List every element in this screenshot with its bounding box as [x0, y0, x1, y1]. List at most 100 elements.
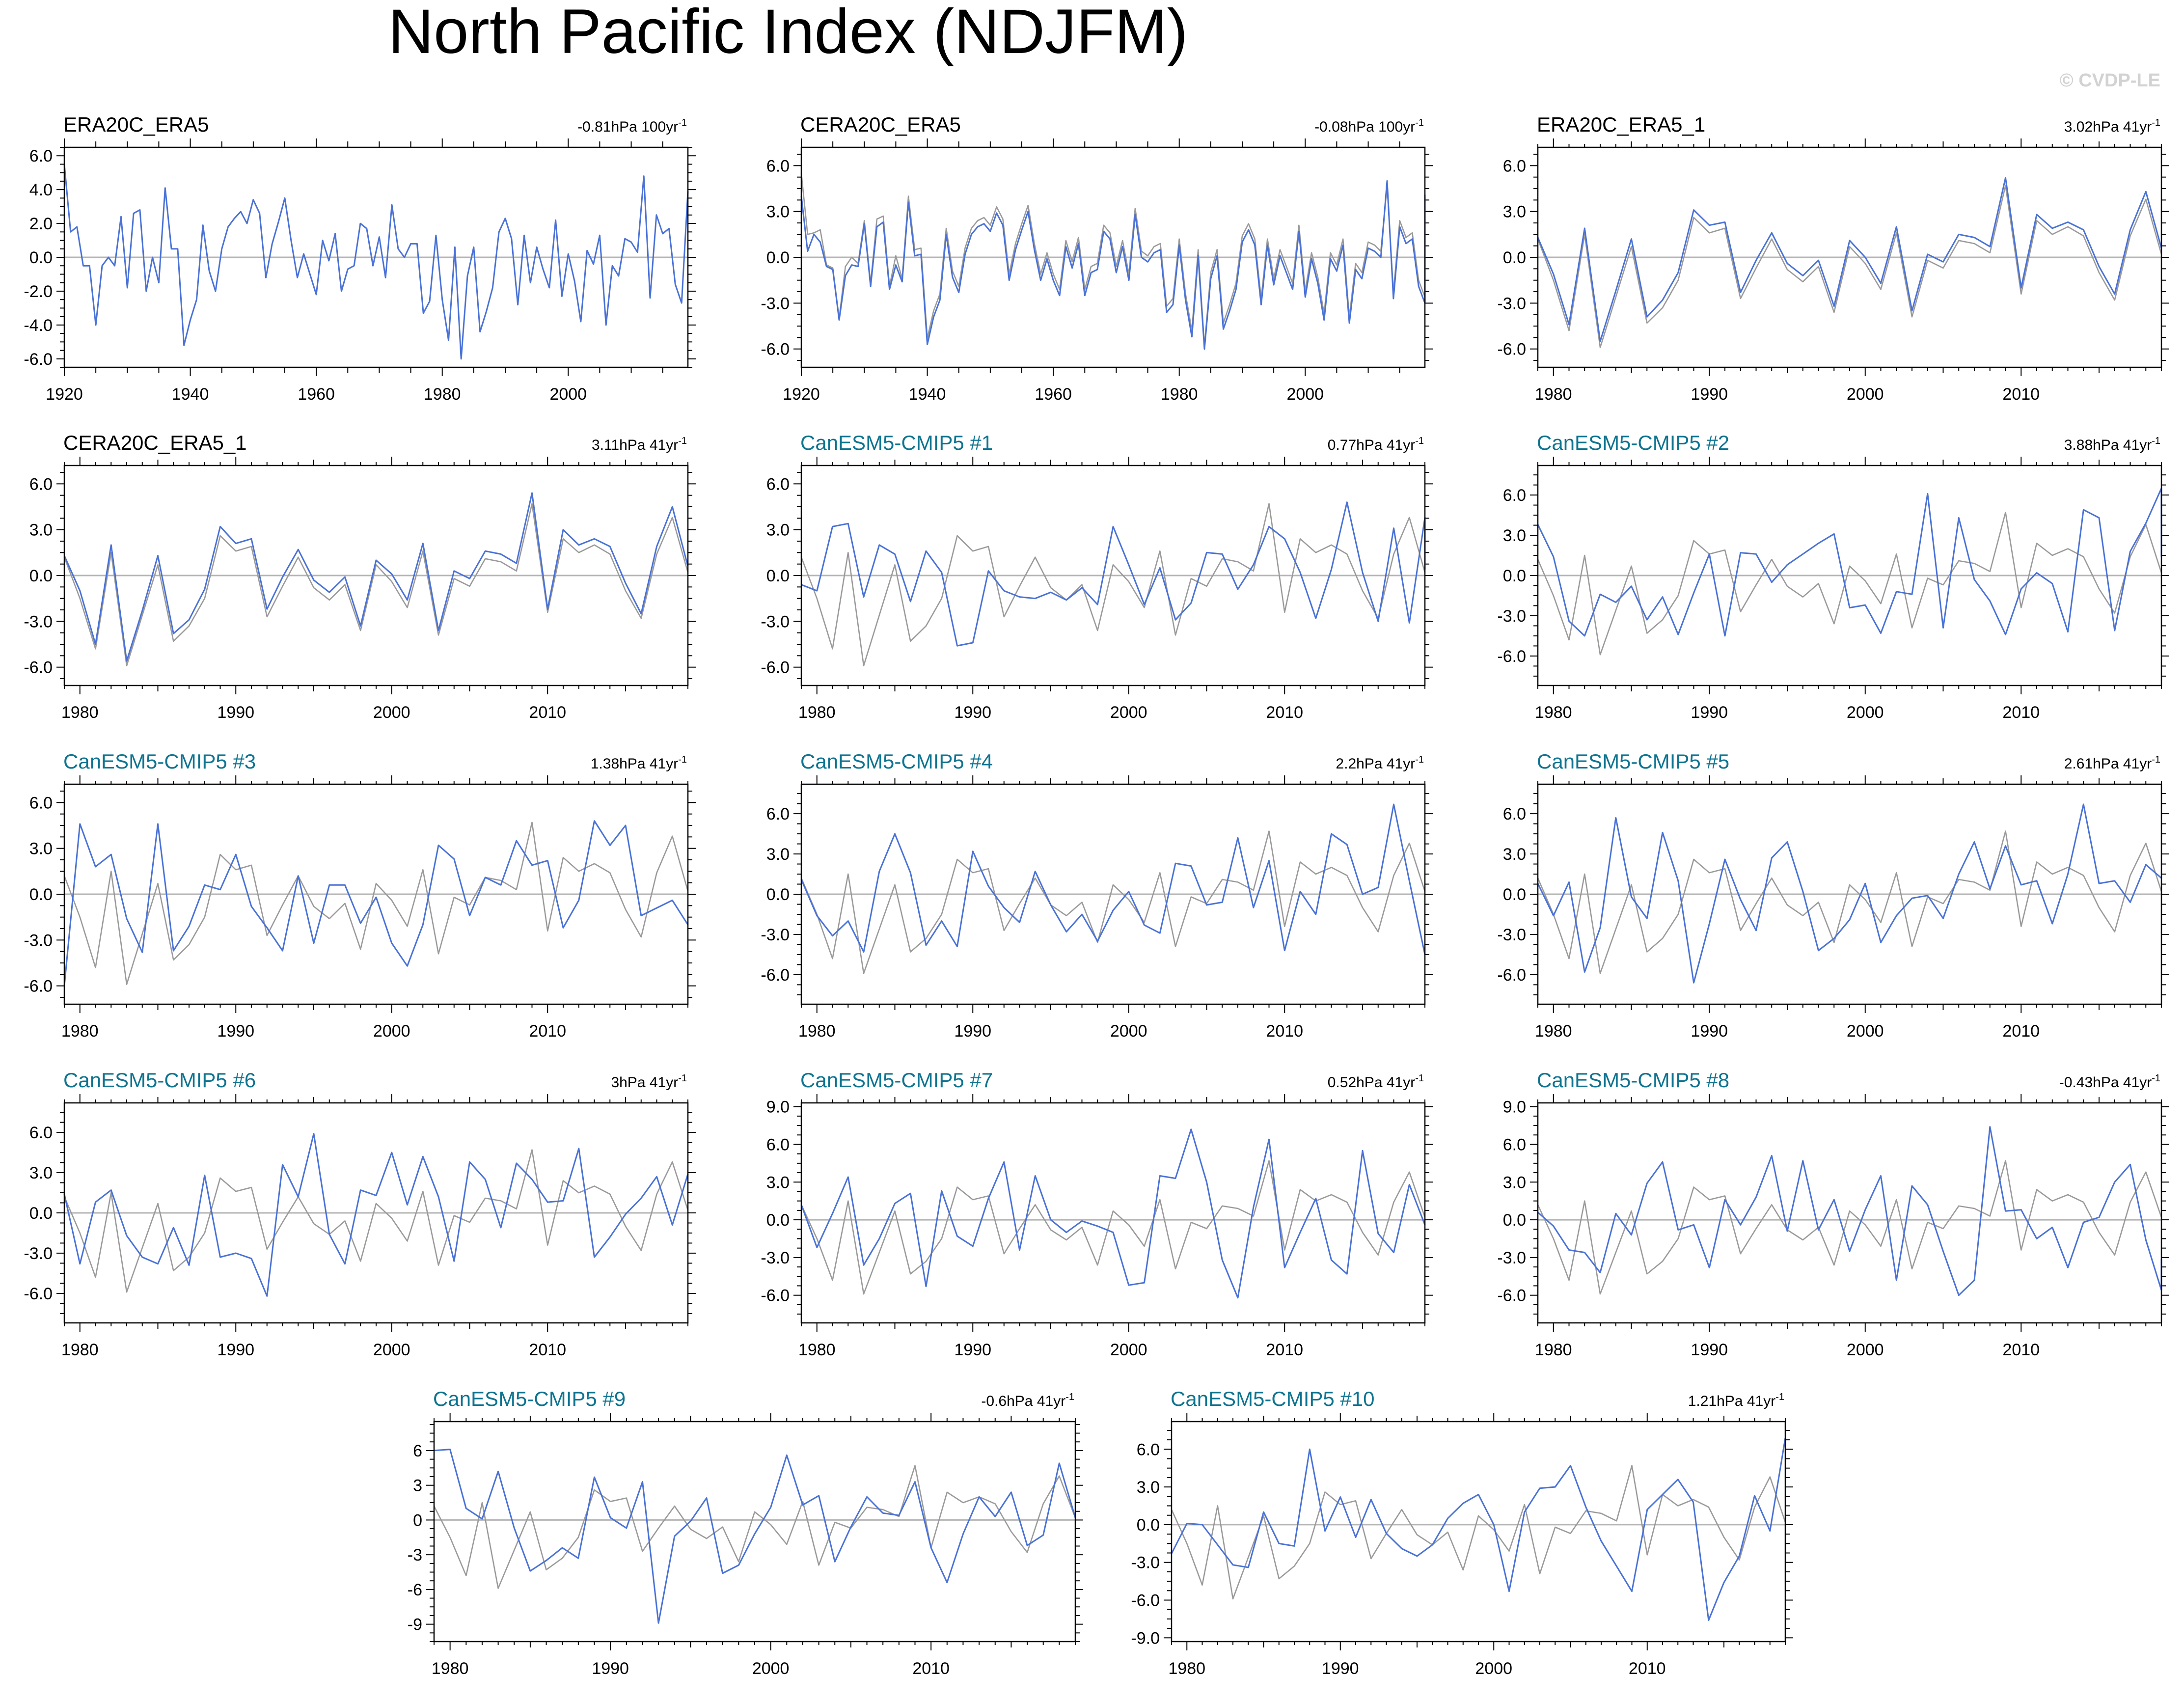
y-tick-label: 3.0 — [1503, 845, 1526, 864]
panel-11: CanESM5-CMIP5 #7 0.52hPa 41yr-1 -6.0 -3.0 0.… — [761, 1069, 1433, 1359]
x-tick-label: 1990 — [1691, 385, 1728, 404]
x-tick-label: 2010 — [2002, 703, 2040, 722]
y-tick-label: 6.0 — [29, 794, 53, 812]
watermark: © CVDP-LE — [2060, 70, 2160, 91]
y-tick-label: -3.0 — [1497, 926, 1526, 944]
x-tick-label: 2010 — [529, 1341, 566, 1359]
y-tick-label: 3.0 — [29, 840, 53, 858]
plot-frame — [800, 1102, 1426, 1324]
y-tick-label: 0.0 — [1503, 567, 1526, 585]
x-tick-label: 1960 — [298, 385, 335, 404]
y-tick-label: 0.0 — [1503, 885, 1526, 904]
trend-exponent: -1 — [2152, 436, 2160, 446]
trend-label: -0.81hPa 100yr-1 — [577, 117, 687, 135]
model-series-line-13-1 — [434, 1449, 1076, 1624]
trend-exponent: -1 — [1415, 117, 1424, 128]
x-tick-label: 1990 — [1691, 1341, 1728, 1359]
x-tick-label: 2010 — [2002, 385, 2040, 404]
trend-label: 2.2hPa 41yr-1 — [1336, 754, 1424, 772]
y-tick-label: 0.0 — [1137, 1516, 1160, 1535]
plot-frame — [1537, 783, 2162, 1005]
obs-series-line-7-0 — [63, 822, 689, 985]
x-tick-label: 1980 — [798, 703, 836, 722]
model-series-line-5-1 — [801, 501, 1426, 647]
y-tick-label: 0.0 — [766, 885, 790, 904]
trend-exponent: -1 — [2152, 754, 2160, 765]
y-tick-label: -3.0 — [761, 294, 790, 313]
plot-frame — [63, 146, 689, 368]
plot-frame — [1171, 1421, 1786, 1643]
plot-frame — [433, 1421, 1076, 1643]
y-tick-label: 3.0 — [766, 845, 790, 864]
x-tick-label: 2000 — [373, 1341, 410, 1359]
x-tick-label: 1940 — [909, 385, 946, 404]
x-tick-label: 2010 — [912, 1659, 950, 1678]
trend-exponent: -1 — [1415, 754, 1424, 765]
x-tick-label: 1980 — [432, 1659, 469, 1678]
y-tick-label: 6.0 — [766, 805, 790, 823]
panel-title: CanESM5-CMIP5 #4 — [800, 750, 993, 773]
y-tick-label: -6.0 — [761, 340, 790, 359]
y-tick-label: -9 — [408, 1616, 422, 1634]
model-series-line-14-1 — [1171, 1438, 1786, 1621]
y-tick-label: 0.0 — [29, 1204, 53, 1223]
x-tick-label: 2010 — [1629, 1659, 1666, 1678]
y-tick-label: 9.0 — [766, 1098, 790, 1117]
trend-value: 0.52hPa 41yr — [1328, 1074, 1415, 1091]
x-tick-label: 1990 — [1691, 1022, 1728, 1041]
x-tick-label: 1980 — [424, 385, 461, 404]
plot-frame — [63, 465, 689, 686]
trend-value: 1.21hPa 41yr — [1688, 1393, 1775, 1409]
model-series-line-6-1 — [1537, 487, 2162, 637]
x-tick-label: 2010 — [1266, 1022, 1303, 1041]
y-tick-label: 3.0 — [766, 521, 790, 540]
y-tick-label: 6.0 — [29, 1124, 53, 1142]
panel-title: CanESM5-CMIP5 #2 — [1537, 431, 1729, 454]
y-tick-label: -3.0 — [24, 612, 53, 631]
y-tick-label: -6.0 — [1497, 966, 1526, 985]
panel-title: CanESM5-CMIP5 #10 — [1171, 1387, 1375, 1410]
panel-7: CanESM5-CMIP5 #3 1.38hPa 41yr-1 -6.0 -3.0 0.… — [24, 750, 696, 1041]
y-tick-label: 3 — [413, 1477, 422, 1495]
model-series-line-9-1 — [1537, 803, 2162, 984]
panel-6: CanESM5-CMIP5 #2 3.88hPa 41yr-1 -6.0 -3.0 0.… — [1497, 431, 2169, 722]
y-tick-label: 0.0 — [1503, 248, 1526, 267]
panel-title: CanESM5-CMIP5 #6 — [63, 1069, 256, 1092]
x-tick-label: 2010 — [529, 1022, 566, 1041]
y-tick-label: 3.0 — [29, 521, 53, 540]
obs-series-line-8-0 — [800, 830, 1426, 974]
y-tick-label: -6.0 — [24, 977, 53, 996]
panel-8: CanESM5-CMIP5 #4 2.2hPa 41yr-1 -6.0 -3.0 0.0… — [761, 750, 1433, 1041]
x-tick-label: 2000 — [1847, 385, 1884, 404]
y-tick-label: -2.0 — [24, 282, 53, 301]
plot-frame — [63, 783, 689, 1005]
x-tick-label: 1960 — [1035, 385, 1072, 404]
x-tick-label: 1990 — [954, 1022, 991, 1041]
panel-12: CanESM5-CMIP5 #8 -0.43hPa 41yr-1 -6.0 -3.0 0… — [1497, 1069, 2169, 1359]
y-tick-label: 0.0 — [766, 567, 790, 585]
x-tick-label: 1990 — [1322, 1659, 1359, 1678]
x-tick-label: 1980 — [61, 1022, 99, 1041]
panel-1: ERA20C_ERA5 -0.81hPa 100yr-1 -6.0 -4.0 -2.0 0… — [24, 113, 696, 404]
x-tick-label: 1980 — [798, 1341, 836, 1359]
plot-frame — [63, 1102, 689, 1324]
panel-5: CanESM5-CMIP5 #1 0.77hPa 41yr-1 -6.0 -3.0 0.… — [761, 431, 1433, 722]
y-tick-label: 3.0 — [1137, 1478, 1160, 1497]
x-tick-label: 2000 — [373, 703, 410, 722]
panel-title: CanESM5-CMIP5 #9 — [433, 1387, 626, 1410]
y-tick-label: 6.0 — [29, 147, 53, 165]
trend-value: 3.88hPa 41yr — [2064, 437, 2152, 453]
plot-frame — [1537, 146, 2162, 368]
x-tick-label: 1990 — [954, 703, 991, 722]
y-tick-label: 6 — [413, 1442, 422, 1460]
y-tick-label: -6.0 — [761, 966, 790, 985]
x-tick-label: 1920 — [783, 385, 820, 404]
y-tick-label: 6.0 — [766, 157, 790, 175]
x-tick-label: 2000 — [1110, 703, 1147, 722]
x-tick-label: 2000 — [1847, 1022, 1884, 1041]
y-tick-label: -6.0 — [761, 658, 790, 677]
x-tick-label: 2010 — [2002, 1341, 2040, 1359]
plot-frame — [1537, 1102, 2162, 1324]
y-tick-label: -6.0 — [1131, 1591, 1160, 1610]
